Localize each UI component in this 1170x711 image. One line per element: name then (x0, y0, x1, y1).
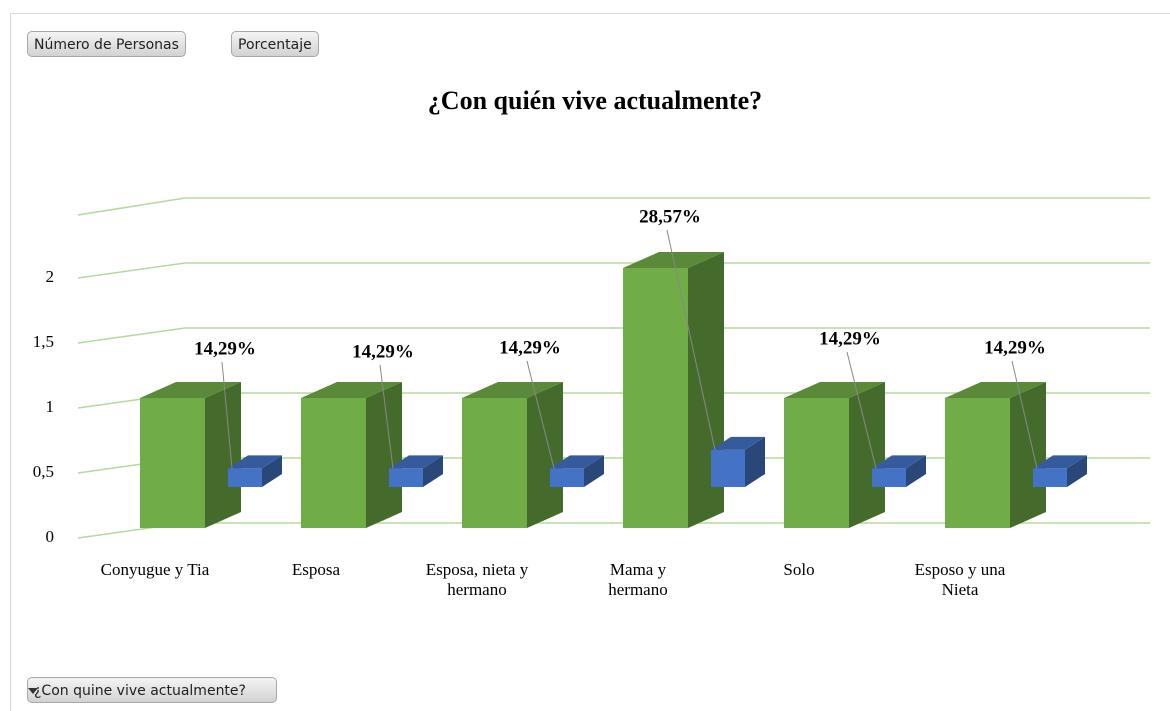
filter-button[interactable]: ¿Con quine vive actualmente? (27, 677, 277, 703)
bar-side (423, 455, 443, 487)
leader-line (379, 364, 394, 469)
bar (623, 268, 688, 528)
bar-top (711, 436, 765, 450)
x-tick-label: Solo (783, 560, 815, 579)
bar-top (228, 455, 282, 469)
grid-line (77, 197, 186, 216)
bar (301, 398, 366, 528)
data-label: 14,29% (499, 337, 561, 358)
bar-top (1033, 455, 1087, 469)
bar-top (945, 382, 1046, 398)
leader-line (1011, 360, 1038, 469)
bar-side (745, 436, 765, 487)
grid-line (77, 262, 186, 279)
y-tick-label: 1 (46, 397, 55, 416)
x-tick-label: Esposo y una Nieta (914, 560, 1006, 599)
grid-line (77, 327, 186, 344)
filter-label: ¿Con quine vive actualmente? (34, 683, 246, 699)
data-label: 14,29% (984, 337, 1046, 358)
bar-side (584, 455, 604, 487)
data-label: 14,29% (819, 328, 881, 349)
y-tick-label: 0,5 (33, 462, 54, 481)
data-label: 28,57% (639, 206, 701, 227)
bar-top (140, 382, 241, 398)
dropdown-arrow (28, 688, 38, 694)
bar-side (1067, 455, 1087, 487)
field-button[interactable]: Porcentaje (231, 31, 319, 57)
bar-side (527, 382, 563, 528)
y-tick-label: 1,5 (33, 332, 54, 351)
bar (711, 449, 745, 487)
y-tick-label: 2 (46, 267, 55, 286)
bar (550, 468, 584, 487)
bar (872, 468, 906, 487)
chart-frame (10, 13, 1170, 711)
bar-top (301, 382, 402, 398)
leader-line (221, 361, 233, 469)
bar (1033, 468, 1067, 487)
data-label: 14,29% (352, 341, 414, 362)
bar-top (550, 455, 604, 469)
chart-title: ¿Con quién vive actualmente? (428, 86, 762, 115)
bar (228, 468, 262, 487)
bar-side (1010, 382, 1046, 528)
bar (389, 468, 423, 487)
bar-top (389, 455, 443, 469)
bar-side (262, 455, 282, 487)
bar-top (462, 382, 563, 398)
bar-side (366, 382, 402, 528)
bar (140, 398, 205, 528)
bar-side (906, 455, 926, 487)
x-tick-label: Esposa (291, 560, 341, 579)
bar (945, 398, 1010, 528)
x-tick-label: Conyugue y Tia (100, 560, 210, 579)
x-tick-label: Mama y hermano (608, 560, 668, 599)
leader-line (666, 229, 716, 450)
bar (784, 398, 849, 528)
x-tick-label: Esposa, nieta y hermano (425, 560, 529, 599)
leader-line (526, 360, 555, 469)
data-label: 14,29% (194, 338, 256, 359)
bar-side (205, 382, 241, 528)
leader-line (846, 351, 877, 469)
bar (462, 398, 527, 528)
field-button[interactable]: Número de Personas (27, 31, 186, 57)
bar-top (784, 382, 885, 398)
y-tick-label: 0 (46, 527, 55, 546)
bar-top (872, 455, 926, 469)
bar-side (849, 382, 885, 528)
